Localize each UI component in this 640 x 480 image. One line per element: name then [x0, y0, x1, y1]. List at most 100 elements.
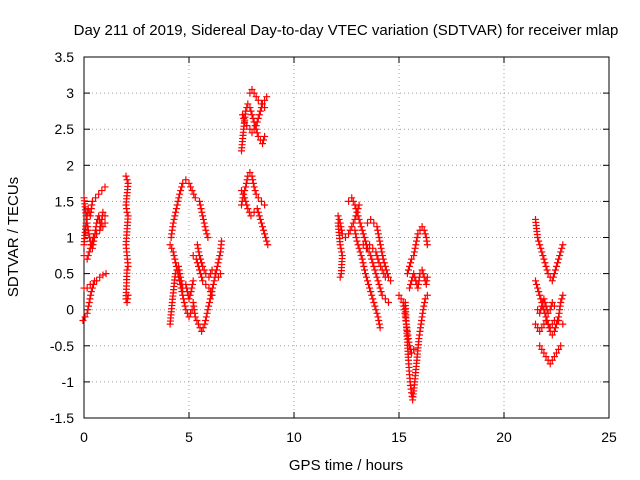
data-point [241, 194, 249, 202]
data-point [403, 270, 411, 278]
data-point [377, 288, 385, 296]
data-point [361, 270, 369, 278]
data-point [89, 280, 97, 288]
data-point [411, 244, 419, 252]
data-point [123, 208, 131, 216]
data-point [205, 273, 213, 281]
data-point [559, 320, 567, 328]
data-point [555, 317, 563, 325]
y-tick-label: 1 [66, 230, 74, 246]
data-point [208, 291, 216, 299]
data-point [351, 226, 359, 234]
data-point [375, 280, 383, 288]
data-point [238, 187, 245, 195]
data-point [374, 313, 382, 321]
data-point [352, 234, 360, 241]
data-point [178, 183, 186, 191]
data-point [205, 284, 213, 292]
data-point [89, 234, 97, 241]
data-point [369, 244, 377, 252]
data-point [260, 136, 268, 144]
data-point [540, 295, 548, 303]
series-arc-g1 [532, 215, 567, 285]
data-point [243, 122, 251, 130]
data-point [215, 255, 223, 263]
data-point [259, 223, 266, 231]
data-point [536, 327, 544, 335]
series-arc-e2 [334, 219, 346, 281]
data-point [98, 187, 106, 195]
data-point [198, 273, 206, 281]
data-point [185, 179, 193, 187]
data-point [177, 277, 185, 285]
data-point [249, 179, 257, 187]
data-point [201, 223, 209, 231]
data-point [263, 237, 271, 245]
data-point [217, 270, 224, 278]
series-arc-c1 [167, 176, 212, 241]
data-point [182, 176, 190, 184]
data-point [243, 201, 251, 209]
data-point [192, 255, 200, 263]
data-point [196, 201, 204, 209]
data-point [193, 317, 201, 325]
data-point [254, 114, 262, 122]
data-point [374, 230, 382, 238]
data-point [172, 205, 180, 213]
data-point [88, 284, 96, 292]
data-point [199, 212, 207, 220]
data-point [355, 215, 363, 223]
data-point [99, 271, 107, 279]
data-point [423, 241, 431, 249]
series-arc-d3 [246, 85, 269, 112]
data-point [256, 215, 264, 223]
data-point [254, 194, 262, 202]
data-point [250, 183, 258, 191]
grid-lines [84, 57, 609, 418]
data-point [410, 252, 418, 260]
data-point [361, 237, 369, 245]
data-point [256, 107, 264, 115]
data-point [395, 291, 403, 299]
data-point [362, 273, 370, 281]
data-point [179, 179, 187, 187]
data-point [185, 313, 193, 321]
data-point [376, 241, 384, 249]
y-tick-label: 1.5 [55, 193, 75, 209]
data-point [86, 295, 94, 303]
data-point [124, 291, 132, 299]
y-tick-label: 3 [66, 85, 74, 101]
y-tick-label: 2 [66, 157, 74, 173]
data-point [338, 248, 346, 256]
data-point [365, 280, 373, 288]
data-point [364, 277, 371, 285]
data-point [558, 244, 566, 252]
data-point [360, 234, 368, 241]
data-point [372, 270, 380, 278]
data-point [377, 262, 385, 270]
y-tick-label: 0.5 [55, 266, 75, 282]
data-point [548, 331, 556, 339]
series-arc-d5 [238, 187, 272, 249]
data-point [170, 252, 178, 260]
data-point [88, 237, 96, 245]
data-point [99, 208, 107, 216]
data-point [356, 248, 364, 256]
data-point [81, 313, 89, 321]
data-point [551, 266, 559, 274]
data-point [358, 226, 366, 234]
data-point [198, 327, 206, 335]
y-tick-label: -1.5 [50, 410, 74, 426]
data-point [367, 215, 375, 223]
data-point [375, 320, 383, 328]
data-point [93, 230, 101, 238]
data-point [336, 241, 344, 249]
x-tick-label: 20 [496, 429, 512, 445]
data-point [365, 248, 373, 256]
data-point [554, 259, 562, 267]
data-point [209, 280, 217, 288]
data-point [532, 277, 539, 285]
data-point [171, 255, 179, 263]
data-point [536, 342, 544, 350]
data-point [555, 345, 563, 353]
